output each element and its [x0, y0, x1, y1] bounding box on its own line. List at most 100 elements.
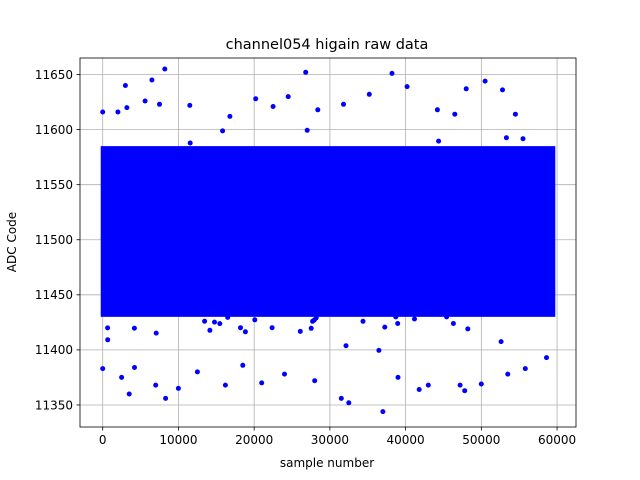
data-point-outlier — [187, 102, 193, 108]
data-point-outlier — [285, 94, 291, 100]
data-point-outlier — [452, 111, 458, 117]
x-tick-label: 40000 — [387, 433, 425, 447]
data-point — [412, 316, 417, 322]
data-point-outlier — [157, 101, 162, 107]
data-point — [304, 127, 310, 133]
chart-title: channel054 higain raw data — [226, 37, 429, 53]
data-points — [100, 66, 556, 415]
data-point — [269, 325, 275, 331]
data-point — [297, 328, 303, 334]
data-point-outlier — [162, 66, 168, 72]
data-point — [436, 138, 442, 144]
data-point — [376, 347, 382, 353]
data-point-outlier — [544, 355, 549, 361]
data-point — [212, 319, 217, 325]
data-point-outlier — [124, 105, 130, 111]
x-axis-label: sample number — [280, 456, 374, 470]
data-point-outlier — [270, 104, 276, 109]
data-point-outlier — [222, 382, 228, 388]
data-point-outlier — [153, 382, 159, 388]
data-point-outlier — [100, 109, 106, 115]
data-point-outlier — [380, 409, 386, 415]
data-point-outlier — [100, 366, 106, 372]
data-point-outlier — [389, 70, 395, 76]
data-point-outlier — [500, 87, 505, 93]
data-point — [252, 317, 258, 323]
data-point-outlier — [482, 78, 488, 84]
data-point — [498, 339, 504, 345]
data-point-outlier — [122, 83, 128, 88]
data-point-outlier — [175, 385, 181, 391]
data-point — [131, 325, 137, 331]
data-point-cluster — [100, 146, 556, 317]
data-point — [153, 330, 159, 336]
x-tick-label: 10000 — [159, 433, 197, 447]
data-point-outlier — [240, 362, 246, 368]
data-point-outlier — [253, 96, 259, 102]
data-point-outlier — [149, 77, 155, 83]
y-axis-label: ADC Code — [5, 212, 19, 272]
data-point-outlier — [227, 113, 233, 119]
data-point — [313, 315, 319, 321]
data-point-outlier — [142, 98, 148, 104]
y-tick-label: 11350 — [35, 398, 73, 412]
x-tick-label: 0 — [99, 433, 107, 447]
data-point-outlier — [434, 107, 440, 113]
x-tick-label: 30000 — [311, 433, 349, 447]
data-point — [238, 325, 243, 331]
data-point-outlier — [126, 391, 132, 397]
data-point-outlier — [395, 374, 401, 380]
data-point-outlier — [303, 69, 309, 75]
x-tick-label: 50000 — [462, 433, 500, 447]
data-point-outlier — [457, 382, 463, 388]
data-point-outlier — [132, 365, 137, 370]
data-point-outlier — [346, 400, 352, 406]
data-point — [382, 324, 388, 330]
data-point-outlier — [366, 91, 372, 97]
data-point-outlier — [259, 380, 265, 386]
y-axis-ticks: 11350 11400 11450 11500 11550 11600 11650 — [35, 68, 80, 412]
x-tick-label: 60000 — [538, 433, 576, 447]
data-point-outlier — [512, 111, 518, 117]
data-point-outlier — [315, 107, 321, 113]
data-point — [308, 325, 314, 331]
data-point-outlier — [416, 387, 422, 392]
data-point — [217, 321, 223, 327]
x-axis-ticks: 0 10000 20000 30000 40000 50000 60000 — [99, 427, 576, 447]
data-point — [220, 128, 226, 134]
data-point-outlier — [341, 101, 346, 107]
y-tick-label: 11400 — [35, 343, 73, 357]
data-point — [465, 326, 471, 332]
y-tick-label: 11450 — [35, 288, 73, 302]
data-point — [450, 321, 456, 326]
data-point — [520, 136, 526, 142]
data-point-outlier — [119, 374, 125, 380]
data-point-outlier — [338, 395, 344, 401]
data-point — [310, 318, 316, 324]
data-point-outlier — [312, 378, 318, 384]
data-point-outlier — [463, 86, 469, 92]
data-point — [105, 325, 111, 331]
data-point-outlier — [194, 369, 200, 375]
data-point — [105, 337, 111, 343]
data-point-outlier — [522, 366, 528, 372]
data-point — [187, 140, 193, 146]
data-point-outlier — [115, 109, 121, 115]
data-point — [503, 135, 509, 141]
data-point — [202, 318, 208, 324]
data-point — [444, 314, 450, 320]
data-point — [225, 314, 231, 320]
y-tick-label: 11600 — [35, 123, 73, 137]
data-point — [360, 318, 366, 324]
data-point — [343, 343, 349, 349]
data-point-outlier — [425, 382, 431, 388]
data-point-outlier — [505, 371, 511, 377]
y-tick-label: 11650 — [35, 68, 73, 82]
y-tick-label: 11500 — [35, 233, 73, 247]
data-point — [207, 327, 213, 333]
data-point-outlier — [478, 381, 484, 387]
data-point-outlier — [404, 84, 410, 90]
x-tick-label: 20000 — [235, 433, 273, 447]
data-point-outlier — [163, 395, 169, 401]
